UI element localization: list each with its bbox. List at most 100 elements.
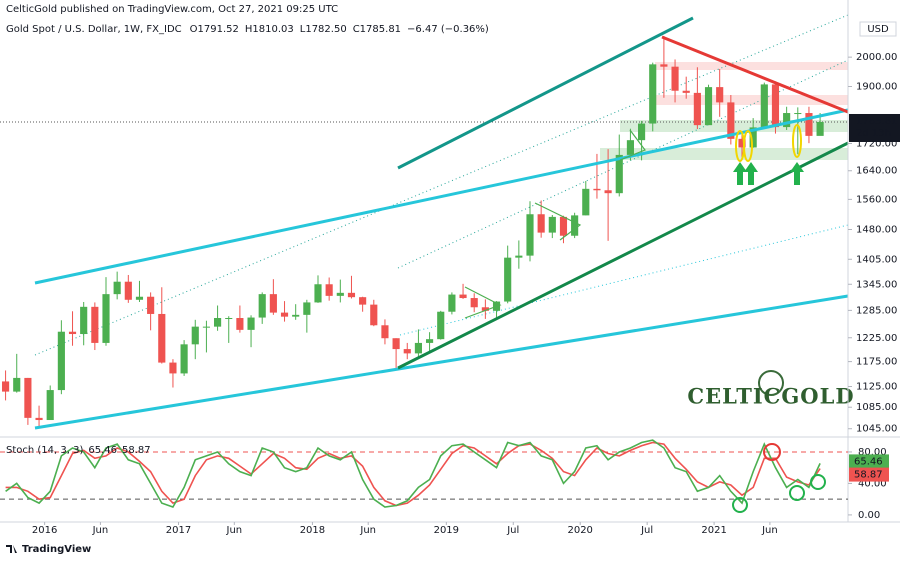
candle-body xyxy=(180,344,188,374)
x-tick-label: Jun xyxy=(761,525,778,536)
candle-body xyxy=(191,326,199,345)
arrow xyxy=(790,162,804,185)
legend-value: H1810.03 xyxy=(245,24,294,35)
candle-body xyxy=(626,140,634,155)
resistance-zone xyxy=(655,62,848,70)
x-tick-label: 2016 xyxy=(32,525,57,536)
trend-line xyxy=(34,108,849,285)
publisher: CelticGold published on TradingView.com,… xyxy=(6,4,338,15)
candle-body xyxy=(124,281,132,300)
candle-body xyxy=(280,312,289,317)
dotted-trend xyxy=(399,224,849,336)
candle-body xyxy=(816,121,824,136)
candle-body xyxy=(515,255,523,258)
stoch-value: 65.46 xyxy=(88,445,117,456)
candle-body xyxy=(716,87,724,103)
channel-line xyxy=(397,16,694,170)
candle-body xyxy=(649,64,657,124)
candle-body xyxy=(236,318,244,330)
axes: 2000.00 1900.00 1720.00 1640.00 1560.00 1480.… xyxy=(32,52,900,536)
candle-body xyxy=(91,306,99,343)
arrows xyxy=(733,162,804,185)
highlight xyxy=(792,124,802,158)
x-tick-label: 2018 xyxy=(300,525,325,536)
candle-body xyxy=(426,339,434,343)
candle-body xyxy=(68,331,77,335)
y-tick-label: 1085.00 xyxy=(856,402,897,413)
candle-body xyxy=(35,417,43,421)
candle-body xyxy=(214,318,222,327)
stoch-tag-label: 65.46 xyxy=(854,456,883,467)
candle-body xyxy=(336,292,344,296)
y-tick-label: 40.00 xyxy=(858,478,887,489)
arrow xyxy=(744,162,758,185)
candle-body xyxy=(448,294,456,312)
candle-body xyxy=(403,349,411,354)
x-tick-label: Jul xyxy=(506,525,519,536)
candle-body xyxy=(347,292,356,298)
y-tick-label: 1405.00 xyxy=(856,254,897,265)
currency: USD xyxy=(867,24,889,35)
overbought-mark xyxy=(763,443,781,461)
candle-body xyxy=(604,190,612,194)
candle-body xyxy=(771,84,780,128)
countdown: 2d 13h xyxy=(856,128,891,139)
candle-body xyxy=(381,325,389,339)
y-tick-label: 2000.00 xyxy=(856,52,897,63)
candle-body xyxy=(615,154,623,194)
y-tick-label: 0.00 xyxy=(858,510,880,521)
y-tick-label: 1045.00 xyxy=(856,424,897,435)
candle-body xyxy=(760,84,768,128)
stoch-tag xyxy=(849,467,889,482)
stoch-tag-label: 58.87 xyxy=(854,470,883,481)
y-tick-label: 1480.00 xyxy=(856,225,897,236)
candle-body xyxy=(481,307,489,311)
candle-body xyxy=(783,113,791,128)
support-line xyxy=(397,141,849,370)
logo-text: CELTICGOLD xyxy=(687,384,854,409)
legend-value: L1782.50 xyxy=(300,24,347,35)
stoch-line xyxy=(5,439,821,508)
candle-body xyxy=(414,342,422,354)
stoch-title: Stoch (14, 3, 3) xyxy=(6,445,83,456)
oversold-mark xyxy=(732,497,748,513)
x-tick-label: 2021 xyxy=(701,525,726,536)
trend-line xyxy=(34,294,849,430)
candle-body xyxy=(158,313,166,363)
y-tick-label: 1900.00 xyxy=(856,82,897,93)
footer-logo xyxy=(6,545,17,553)
oversold-mark xyxy=(789,485,805,501)
candle-body xyxy=(80,306,88,335)
x-tick-label: Jun xyxy=(92,525,109,536)
dotted-trend xyxy=(34,14,849,356)
stoch-pane xyxy=(0,439,848,508)
candle-body xyxy=(102,294,110,343)
legend-value: −6.47 (−0.36%) xyxy=(407,24,489,35)
candle-body xyxy=(582,188,590,216)
candle-body xyxy=(671,66,679,91)
stoch-line xyxy=(5,441,821,507)
y-tick-label: 1720.00 xyxy=(856,138,897,149)
x-tick-label: Jun xyxy=(226,525,243,536)
resistance-zone xyxy=(655,95,848,105)
candle-body xyxy=(738,138,746,148)
candle-body xyxy=(727,102,735,139)
last-price-label: 1785.81 xyxy=(856,116,897,127)
candle-body xyxy=(303,302,311,315)
y-tick-label: 1285.00 xyxy=(856,305,897,316)
candle-body xyxy=(135,296,144,300)
candle-body xyxy=(370,304,378,326)
logo-bg xyxy=(696,384,846,414)
candle-body xyxy=(537,214,545,233)
y-tick-label: 1225.00 xyxy=(856,333,897,344)
candle-body xyxy=(593,188,601,191)
candle-body xyxy=(682,90,690,93)
candle-body xyxy=(46,390,54,421)
candle-body xyxy=(437,311,445,340)
last-price-tag xyxy=(849,113,900,142)
candle-body xyxy=(258,294,266,318)
candle-body xyxy=(660,64,668,67)
x-tick-label: 2020 xyxy=(567,525,592,536)
